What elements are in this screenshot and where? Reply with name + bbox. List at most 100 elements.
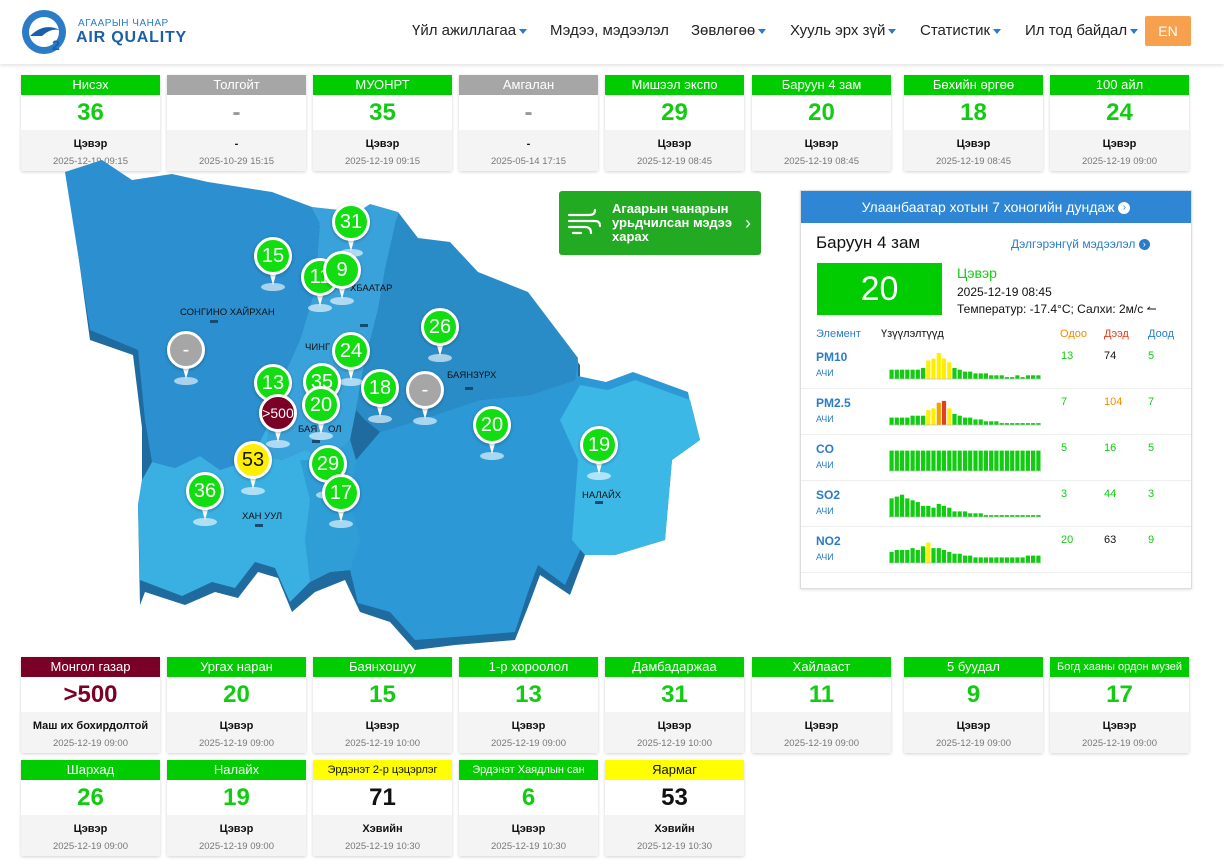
nav-activities[interactable]: Үйл ажиллагаа (412, 22, 528, 39)
station-card[interactable]: 1-р хороолол 13 Цэвэр 2025-12-19 09:00 (459, 657, 598, 753)
station-card[interactable]: 5 буудал 9 Цэвэр 2025-12-19 09:00 (904, 657, 1043, 753)
station-aqi: 15 (369, 681, 396, 708)
pollutant-max: 104 (1104, 396, 1123, 408)
sparkline-bar (947, 362, 952, 379)
station-pin[interactable]: 24 (332, 332, 370, 392)
station-aqi: 11 (808, 681, 835, 708)
station-card[interactable]: Яармаг 53 Хэвийн 2025-12-19 10:30 (605, 760, 744, 856)
sparkline-bar (978, 513, 983, 517)
sparkline-bar (920, 415, 926, 425)
station-name: Толгойт (167, 75, 306, 95)
station-card[interactable]: Бөхийн өргөө 18 Цэвэр 2025-12-19 08:45 (904, 75, 1043, 171)
sparkline-bar (973, 513, 978, 517)
station-status: Цэвэр (1102, 138, 1137, 150)
sparkline-bar (1031, 450, 1036, 471)
station-card[interactable]: Толгойт - - 2025-10-29 15:15 (167, 75, 306, 171)
weekly-average-panel: Улаанбаатар хотын 7 хоногийн дундаж › Ба… (800, 190, 1192, 589)
sparkline-bar (1025, 375, 1030, 379)
station-aqi: 19 (223, 784, 250, 811)
sparkline-bar (936, 548, 941, 563)
station-time: 2025-12-19 09:00 (1081, 156, 1157, 167)
station-aqi: 20 (808, 99, 835, 126)
station-pin[interactable]: - (406, 371, 444, 431)
pollutant-row: CO АЧИ 5 16 5 (801, 435, 1191, 481)
sparkline-bar (931, 507, 936, 517)
pollutant-sparkline (889, 494, 1041, 518)
station-card[interactable]: Амгалан - - 2025-05-14 17:15 (459, 75, 598, 171)
sparkline-bar (962, 511, 968, 517)
station-pin[interactable]: 20 (302, 386, 340, 446)
sparkline-bar (1015, 423, 1020, 425)
nav-label: Үйл ажиллагаа (412, 22, 517, 39)
station-card[interactable]: Эрдэнэт Хаядлын сан 6 Цэвэр 2025-12-19 10:3… (459, 760, 598, 856)
sparkline-bar (983, 515, 988, 517)
card-footer: Цэвэр 2025-12-19 09:00 (167, 815, 306, 856)
station-status: Цэвэр (657, 720, 692, 732)
station-pin[interactable]: 20 (473, 406, 511, 466)
station-card[interactable]: Хайлааст 11 Цэвэр 2025-12-19 09:00 (752, 657, 891, 753)
station-card[interactable]: Нисэх 36 Цэвэр 2025-12-19 09:15 (21, 75, 160, 171)
station-pin[interactable]: 19 (580, 426, 618, 486)
sparkline-bar (920, 367, 926, 379)
sparkline-bar (1025, 515, 1030, 517)
nav-news[interactable]: Мэдээ, мэдээлэл (550, 22, 669, 39)
station-status: Цэвэр (73, 823, 108, 835)
nav-statistics[interactable]: Статистик (920, 22, 1002, 39)
station-card[interactable]: Дамбадаржаа 31 Цэвэр 2025-12-19 10:00 (605, 657, 744, 753)
station-card[interactable]: Монгол газар >500 Маш их бохирдолтой 2025-1… (21, 657, 160, 753)
station-card[interactable]: 100 айл 24 Цэвэр 2025-12-19 09:00 (1050, 75, 1189, 171)
station-pin[interactable]: 18 (361, 369, 399, 429)
sparkline-bar (999, 423, 1004, 425)
sparkline-bar (894, 496, 899, 517)
card-footer: - 2025-05-14 17:15 (459, 130, 598, 171)
station-pin[interactable]: >500 (259, 394, 297, 454)
station-name: 1-р хороолол (459, 657, 598, 677)
station-aqi: 31 (661, 681, 688, 708)
station-pin[interactable]: 53 (234, 441, 272, 501)
panel-header[interactable]: Улаанбаатар хотын 7 хоногийн дундаж › (801, 191, 1191, 223)
station-card[interactable]: Эрдэнэт 2-р цэцэрлэг 71 Хэвийн 2025-12-19 1… (313, 760, 452, 856)
station-card[interactable]: Ургах наран 20 Цэвэр 2025-12-19 09:00 (167, 657, 306, 753)
station-card[interactable]: Баруун 4 зам 20 Цэвэр 2025-12-19 08:45 (752, 75, 891, 171)
station-card[interactable]: МУОНРТ 35 Цэвэр 2025-12-19 09:15 (313, 75, 452, 171)
more-info-link[interactable]: Дэлгэрэнгүй мэдээлэл › (1011, 237, 1150, 251)
station-time: 2025-12-19 10:30 (490, 841, 566, 852)
pollutant-name: CO (816, 442, 834, 456)
station-card[interactable]: Налайх 19 Цэвэр 2025-12-19 09:00 (167, 760, 306, 856)
station-pin[interactable]: 17 (322, 474, 360, 534)
sparkline-bar (994, 450, 999, 471)
nav-transparency[interactable]: Ил тод байдал (1025, 22, 1139, 39)
sparkline-bar (941, 450, 947, 471)
sparkline-bar (989, 450, 994, 471)
card-footer: Цэвэр 2025-12-19 09:00 (167, 712, 306, 753)
station-card[interactable]: Мишээл экспо 29 Цэвэр 2025-12-19 08:45 (605, 75, 744, 171)
station-time: 2025-12-19 08:45 (935, 156, 1011, 167)
sparkline-bar (1010, 450, 1015, 471)
sparkline-bar (952, 511, 957, 517)
station-card[interactable]: Богд хааны ордон музей 17 Цэвэр 2025-12-19 … (1050, 657, 1189, 753)
station-aqi: 24 (1106, 99, 1133, 126)
panel-weather: Температур: -17.4°C; Салхи: 2м/с ↼ (957, 302, 1157, 316)
sparkline-bar (968, 513, 973, 517)
station-status: Цэвэр (219, 720, 254, 732)
station-pin[interactable]: 15 (254, 237, 292, 297)
language-button[interactable]: EN (1145, 16, 1191, 46)
sparkline-bar (905, 498, 910, 517)
station-pin[interactable]: 9 (323, 251, 361, 311)
station-card[interactable]: Шархад 26 Цэвэр 2025-12-19 09:00 (21, 760, 160, 856)
station-aqi: 36 (77, 99, 104, 126)
forecast-button[interactable]: Агаарын чанарын урьдчилсан мэдээ харах › (559, 191, 761, 255)
station-pin[interactable]: 26 (421, 308, 459, 368)
air-quality-logo[interactable]: 2 АГААРЫН ЧАНАР AIR QUALITY (20, 8, 190, 58)
nav-advice[interactable]: Зөвлөгөө (691, 22, 767, 39)
card-footer: Цэвэр 2025-12-19 09:00 (904, 712, 1043, 753)
station-status: Цэвэр (956, 138, 991, 150)
sparkline-bar (947, 408, 952, 425)
nav-law[interactable]: Хууль эрх зүй (790, 22, 897, 39)
pin-value: 29 (309, 445, 347, 483)
station-pin[interactable]: - (167, 331, 205, 391)
station-pin[interactable]: 36 (186, 472, 224, 532)
station-time: 2025-12-19 08:45 (636, 156, 712, 167)
station-card[interactable]: Баянхошуу 15 Цэвэр 2025-12-19 10:00 (313, 657, 452, 753)
pin-value: 36 (186, 472, 224, 510)
